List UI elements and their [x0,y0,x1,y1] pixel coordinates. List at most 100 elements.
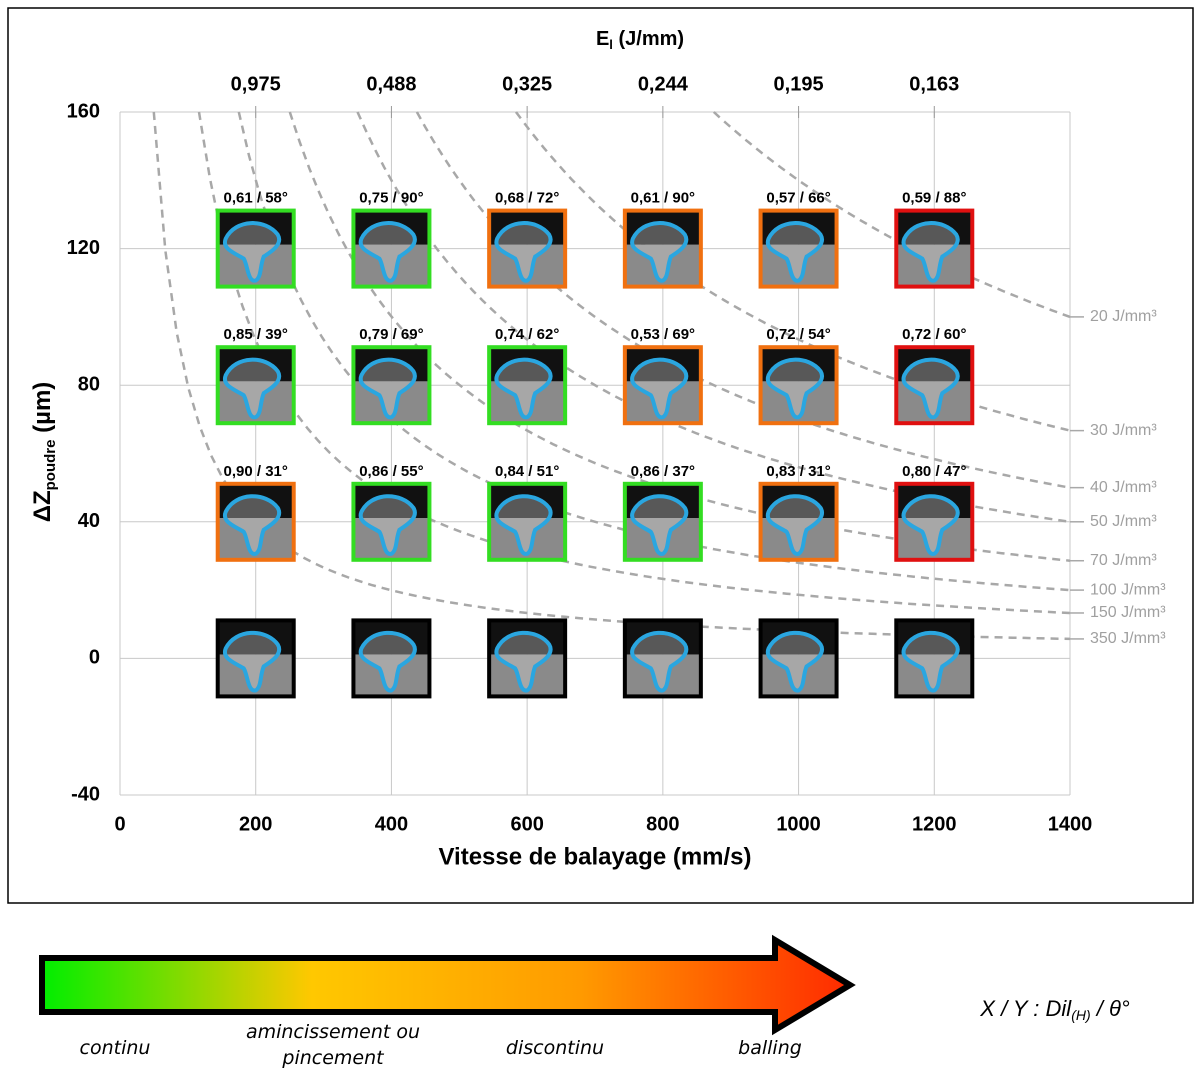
bead-outline [765,221,824,283]
y-tick-label: 120 [67,237,100,259]
sample-label: 0,61 / 58° [224,190,288,207]
legend-label: discontinu [505,1037,605,1059]
x-tick-label: 1000 [776,813,821,835]
bead-outline [630,630,689,693]
top-axis-title: El (J/mm) [596,28,684,52]
sample-label: 0,85 / 39° [224,326,288,343]
sample-marker [894,208,975,289]
bead-outline [901,357,960,420]
top-axis-title-sub: l [609,37,613,52]
iso-energy-label: 20 J/mm³ [1090,308,1157,325]
sample-label: 0,53 / 69° [631,326,695,343]
bead-outline [494,357,553,420]
sample-marker [487,208,568,289]
x-tick-label: 1200 [912,813,957,835]
legend-arrow [39,934,856,1036]
bead-outline [358,630,417,693]
bead-outline [494,494,553,556]
sample-marker [622,208,703,289]
iso-energy-curve [712,111,1071,319]
x-tick-label: 200 [239,813,272,835]
sample-marker [215,618,296,699]
sample-marker [215,208,296,289]
top-tick-label: 0,244 [638,73,689,95]
bead-outline [765,357,824,420]
top-tick-label: 0,325 [502,73,552,95]
bead-outline [494,630,553,693]
bead-outline [494,221,553,283]
sample-label: 0,74 / 62° [495,326,559,343]
sample-label: 0,84 / 51° [495,463,559,480]
bead-outline [222,494,282,556]
top-tick-label: 0,975 [231,73,281,95]
top-axis-title-unit: (J/mm) [613,28,684,50]
legend-label: balling [738,1037,802,1059]
annotation-end: / θ° [1091,996,1130,1021]
iso-energy-label: 150 J/mm³ [1090,604,1166,621]
y-axis-title-main: ΔZ [29,490,56,522]
sample-marker [215,481,296,562]
annotation-main: X / Y : Dil [979,996,1072,1021]
sample-marker [622,481,703,562]
sample-marker [351,208,432,289]
top-tick-label: 0,163 [909,73,959,95]
sample-label: 0,75 / 90° [359,190,423,207]
bead-outline [901,221,960,283]
iso-energy-label: 30 J/mm³ [1090,422,1157,439]
bead-outline [630,494,689,556]
sample-marker [758,618,839,699]
sample-marker [758,208,839,289]
chart-frame [7,7,1194,904]
sample-label: 0,72 / 54° [766,326,830,343]
sample-marker [487,481,568,562]
bead-outline [358,357,417,420]
sample-label: 0,79 / 69° [359,326,423,343]
sample-label: 0,59 / 88° [902,190,966,207]
sample-label: 0,86 / 55° [359,463,423,480]
sample-marker [351,481,432,562]
y-tick-label: 80 [78,373,100,395]
bead-outline [222,357,282,420]
x-tick-label: 1400 [1048,813,1093,835]
bead-outline [358,494,417,556]
sample-label: 0,90 / 31° [224,463,288,480]
bead-outline [222,221,282,283]
bead-outline [222,630,282,693]
sample-label: 0,68 / 72° [495,190,559,207]
sample-marker [894,345,975,426]
top-tick-label: 0,195 [774,73,824,95]
sample-marker [622,345,703,426]
sample-marker [215,345,296,426]
bead-outline [630,357,689,420]
sample-marker [894,618,975,699]
y-tick-label: 160 [67,100,100,122]
sample-label: 0,57 / 66° [766,190,830,207]
sample-marker [351,618,432,699]
annotation-sub: (H) [1071,1007,1090,1023]
x-axis-title: Vitesse de balayage (mm/s) [438,843,751,870]
bead-outline [358,221,417,283]
legend-label: amincissement ou pincement [245,1021,421,1069]
y-tick-label: 0 [89,647,100,669]
legend-label: continu [79,1037,151,1059]
sample-label: 0,61 / 90° [631,190,695,207]
iso-energy-curve [197,111,1071,615]
y-axis-title-unit: (µm) [29,382,56,440]
y-tick-label: -40 [71,783,100,805]
sample-marker [894,481,975,562]
iso-energy-label: 100 J/mm³ [1090,581,1166,598]
y-axis-title-sub: poudre [42,440,59,491]
iso-energy-label: 40 J/mm³ [1090,479,1157,496]
sample-marker [622,618,703,699]
sample-marker [487,618,568,699]
sample-marker [758,481,839,562]
y-axis-title: ΔZpoudre (µm) [29,382,59,523]
x-tick-label: 600 [510,813,543,835]
iso-energy-label: 70 J/mm³ [1090,552,1157,569]
sample-label: 0,80 / 47° [902,463,966,480]
sample-marker [758,345,839,426]
x-tick-label: 400 [375,813,408,835]
bead-outline [765,630,824,693]
